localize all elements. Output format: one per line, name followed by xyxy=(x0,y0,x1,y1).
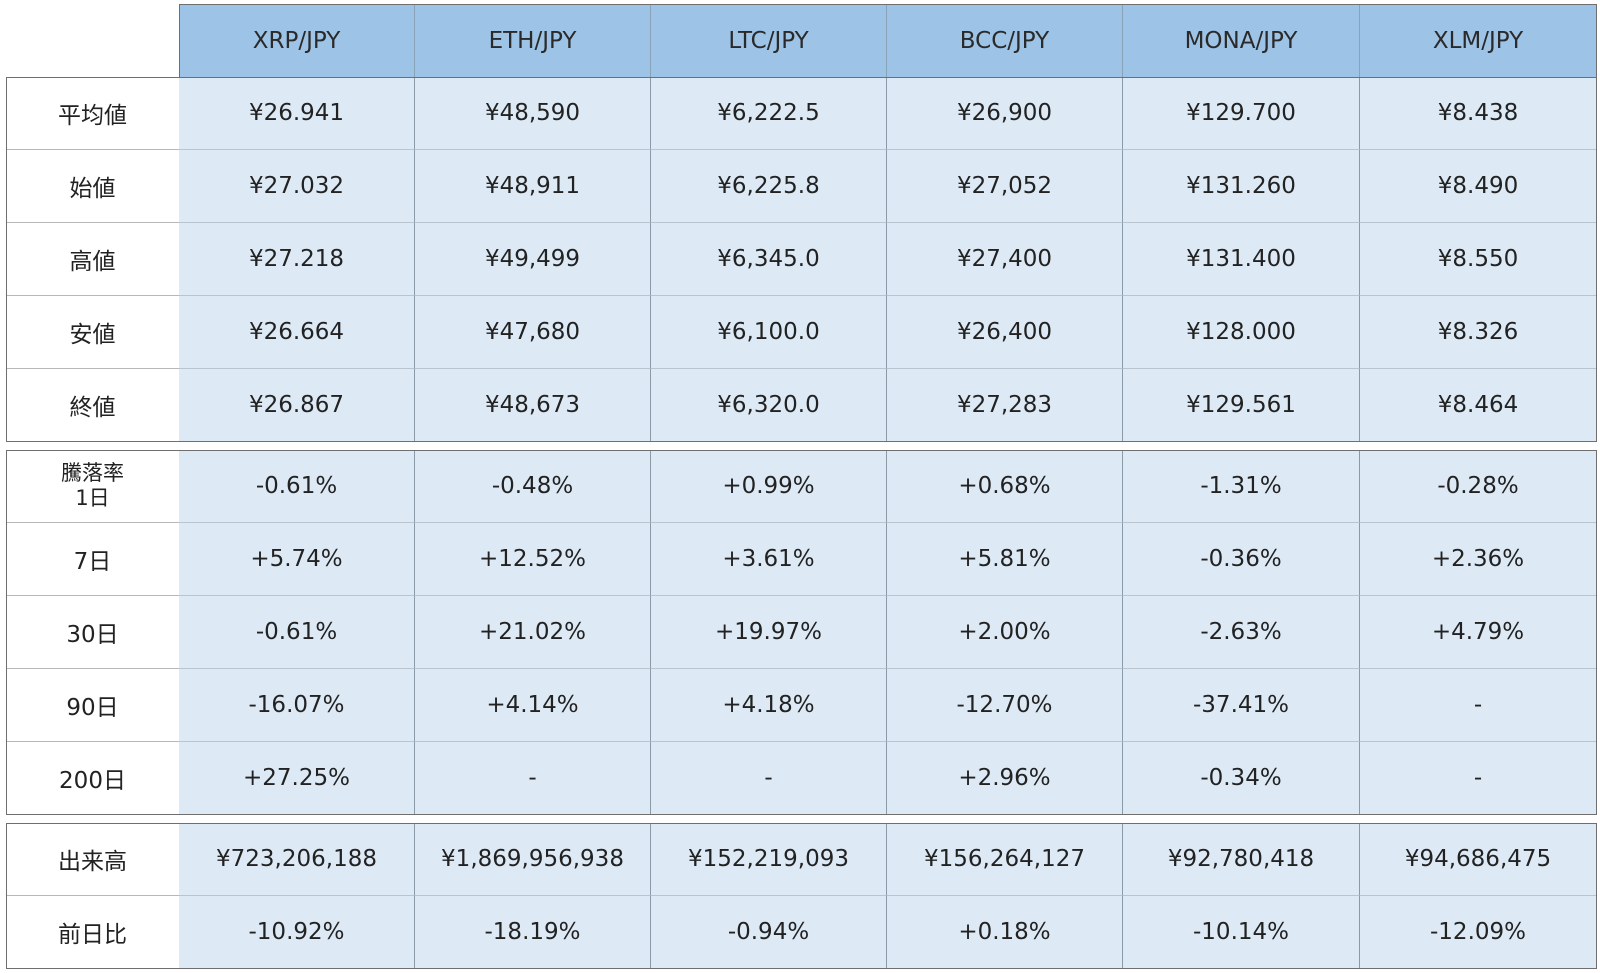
table-cell: ¥131.400 xyxy=(1123,223,1360,296)
table-cell: +5.81% xyxy=(887,523,1123,596)
row-label: 安値 xyxy=(6,296,179,369)
table-cell: ¥128.000 xyxy=(1123,296,1360,369)
row-label: 前日比 xyxy=(6,896,179,969)
table-cell: ¥27,283 xyxy=(887,369,1123,442)
table-cell: ¥8.490 xyxy=(1360,150,1597,223)
table-cell: +3.61% xyxy=(651,523,887,596)
table-cell: ¥26.941 xyxy=(179,77,415,150)
column-header-xrp-jpy: XRP/JPY xyxy=(179,4,415,77)
table-cell: -16.07% xyxy=(179,669,415,742)
table-cell: -0.28% xyxy=(1360,450,1597,523)
table-cell: ¥131.260 xyxy=(1123,150,1360,223)
table-cell: ¥48,673 xyxy=(415,369,651,442)
table-cell: ¥94,686,475 xyxy=(1360,823,1597,896)
table-cell: ¥8.326 xyxy=(1360,296,1597,369)
table-cell: ¥8.464 xyxy=(1360,369,1597,442)
table-cell: ¥27,400 xyxy=(887,223,1123,296)
table-cell: -10.92% xyxy=(179,896,415,969)
column-header-xlm-jpy: XLM/JPY xyxy=(1360,4,1597,77)
table-cell: ¥26,400 xyxy=(887,296,1123,369)
column-header-mona-jpy: MONA/JPY xyxy=(1123,4,1360,77)
table-cell: +0.18% xyxy=(887,896,1123,969)
row-label: 7日 xyxy=(6,523,179,596)
column-header-ltc-jpy: LTC/JPY xyxy=(651,4,887,77)
table-cell: ¥129.700 xyxy=(1123,77,1360,150)
table-cell: ¥26.664 xyxy=(179,296,415,369)
row-label: 30日 xyxy=(6,596,179,669)
table-cell: +2.36% xyxy=(1360,523,1597,596)
table-cell: ¥27,052 xyxy=(887,150,1123,223)
row-label: 終値 xyxy=(6,369,179,442)
table-cell: -37.41% xyxy=(1123,669,1360,742)
table-cell: +21.02% xyxy=(415,596,651,669)
table-cell: -2.63% xyxy=(1123,596,1360,669)
row-label: 始値 xyxy=(6,150,179,223)
column-header-eth-jpy: ETH/JPY xyxy=(415,4,651,77)
table-cell: ¥47,680 xyxy=(415,296,651,369)
table-cell: ¥27.032 xyxy=(179,150,415,223)
table-cell: -12.09% xyxy=(1360,896,1597,969)
row-label: 平均値 xyxy=(6,77,179,150)
table-cell: +19.97% xyxy=(651,596,887,669)
table-cell: +0.99% xyxy=(651,450,887,523)
table-cell: -0.48% xyxy=(415,450,651,523)
table-cell: -10.14% xyxy=(1123,896,1360,969)
table-cell: +4.18% xyxy=(651,669,887,742)
table-cell: -0.36% xyxy=(1123,523,1360,596)
table-cell: -0.94% xyxy=(651,896,887,969)
table-cell: ¥6,320.0 xyxy=(651,369,887,442)
table-cell: +0.68% xyxy=(887,450,1123,523)
table-cell: ¥49,499 xyxy=(415,223,651,296)
table-cell: +27.25% xyxy=(179,742,415,815)
table-cell: ¥152,219,093 xyxy=(651,823,887,896)
table-cell: ¥8.438 xyxy=(1360,77,1597,150)
row-label: 高値 xyxy=(6,223,179,296)
table-cell: -0.61% xyxy=(179,596,415,669)
table-cell: -0.61% xyxy=(179,450,415,523)
table-cell: +12.52% xyxy=(415,523,651,596)
table-cell: ¥6,100.0 xyxy=(651,296,887,369)
table-cell: ¥48,590 xyxy=(415,77,651,150)
table-cell: ¥8.550 xyxy=(1360,223,1597,296)
table-cell: - xyxy=(415,742,651,815)
table-cell: +2.96% xyxy=(887,742,1123,815)
table-cell: -12.70% xyxy=(887,669,1123,742)
table-cell: ¥723,206,188 xyxy=(179,823,415,896)
table-cell: +4.14% xyxy=(415,669,651,742)
row-label: 200日 xyxy=(6,742,179,815)
table-cell: ¥156,264,127 xyxy=(887,823,1123,896)
table-cell: +4.79% xyxy=(1360,596,1597,669)
table-cell: ¥27.218 xyxy=(179,223,415,296)
row-label: 90日 xyxy=(6,669,179,742)
table-cell: ¥6,222.5 xyxy=(651,77,887,150)
table-cell: ¥1,869,956,938 xyxy=(415,823,651,896)
row-label: 騰落率 1日 xyxy=(6,450,179,523)
table-cell: ¥48,911 xyxy=(415,150,651,223)
table-cell: - xyxy=(1360,742,1597,815)
column-header-bcc-jpy: BCC/JPY xyxy=(887,4,1123,77)
table-cell: ¥6,225.8 xyxy=(651,150,887,223)
table-cell: +5.74% xyxy=(179,523,415,596)
table-cell: -1.31% xyxy=(1123,450,1360,523)
table-cell: ¥26,900 xyxy=(887,77,1123,150)
table-cell: ¥26.867 xyxy=(179,369,415,442)
table-cell: - xyxy=(1360,669,1597,742)
table-cell: ¥92,780,418 xyxy=(1123,823,1360,896)
table-cell: -0.34% xyxy=(1123,742,1360,815)
table-cell: -18.19% xyxy=(415,896,651,969)
table-cell: - xyxy=(651,742,887,815)
table-cell: +2.00% xyxy=(887,596,1123,669)
row-label: 出来高 xyxy=(6,823,179,896)
table-cell: ¥6,345.0 xyxy=(651,223,887,296)
table-cell: ¥129.561 xyxy=(1123,369,1360,442)
